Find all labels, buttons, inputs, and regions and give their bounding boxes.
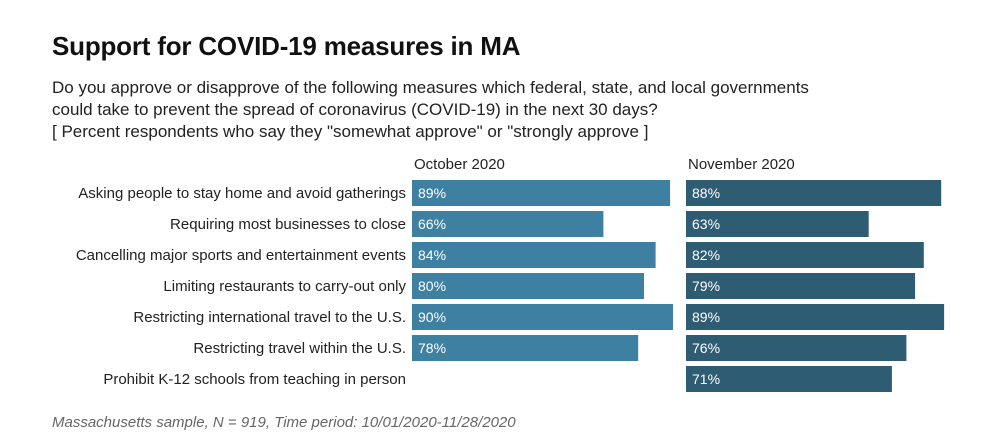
bar-october: [412, 211, 604, 237]
bar-value-label: 89%: [418, 185, 446, 201]
category-label: Requiring most businesses to close: [170, 216, 406, 233]
bar-value-label: 88%: [692, 185, 720, 201]
bar-value-label: 82%: [692, 247, 720, 263]
bar-value-label: 90%: [418, 309, 446, 325]
bar-value-label: 71%: [692, 371, 720, 387]
bar-value-label: 89%: [692, 309, 720, 325]
category-label: Restricting international travel to the …: [133, 309, 406, 326]
bar-november: [686, 366, 892, 392]
bar-october: [412, 304, 673, 330]
bar-october: [412, 242, 656, 268]
bar-value-label: 84%: [418, 247, 446, 263]
bar-november: [686, 273, 916, 299]
category-label: Limiting restaurants to carry-out only: [163, 278, 406, 295]
subtitle-line-3: [ Percent respondents who say they "some…: [52, 122, 649, 141]
bar-october: [412, 273, 644, 299]
category-label: Cancelling major sports and entertainmen…: [76, 247, 406, 264]
bar-november: [686, 180, 942, 206]
bar-october: [412, 335, 639, 361]
source-note: Massachusetts sample, N = 919, Time peri…: [52, 414, 516, 431]
subtitle-line-1: Do you approve or disapprove of the foll…: [52, 78, 809, 97]
bar-november: [686, 242, 924, 268]
chart-title: Support for COVID-19 measures in MA: [52, 31, 521, 61]
subtitle-line-2: could take to prevent the spread of coro…: [52, 100, 658, 119]
category-label: Asking people to stay home and avoid gat…: [78, 185, 406, 202]
bar-november: [686, 304, 945, 330]
bar-value-label: 76%: [692, 340, 720, 356]
bar-value-label: 79%: [692, 278, 720, 294]
bar-value-label: 63%: [692, 216, 720, 232]
category-label: Restricting travel within the U.S.: [193, 340, 406, 357]
bar-november: [686, 211, 869, 237]
bar-november: [686, 335, 907, 361]
bar-october: [412, 180, 671, 206]
bar-value-label: 80%: [418, 278, 446, 294]
bar-value-label: 78%: [418, 340, 446, 356]
bar-value-label: 66%: [418, 216, 446, 232]
category-label: Prohibit K-12 schools from teaching in p…: [103, 371, 406, 388]
panel-header-1: November 2020: [688, 156, 795, 173]
panel-header-0: October 2020: [414, 156, 505, 173]
